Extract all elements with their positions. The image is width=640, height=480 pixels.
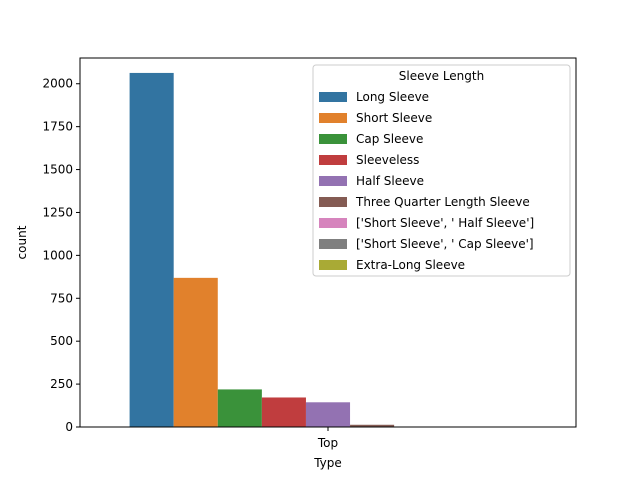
- legend-label: Three Quarter Length Sleeve: [355, 195, 530, 209]
- legend-swatch: [319, 113, 347, 123]
- legend-swatch: [319, 155, 347, 165]
- legend-title: Sleeve Length: [399, 69, 484, 83]
- legend-box: [312, 64, 571, 277]
- legend-label: Cap Sleeve: [356, 132, 423, 146]
- bar-1: [173, 277, 218, 427]
- y-tick-label: 500: [50, 334, 73, 348]
- legend-swatch: [319, 176, 347, 186]
- bar-4: [305, 402, 351, 427]
- bar-2: [217, 389, 262, 427]
- bars-group: [129, 72, 527, 427]
- legend-swatch: [319, 239, 347, 249]
- y-tick-label: 0: [65, 420, 73, 434]
- legend-label: Extra-Long Sleeve: [356, 258, 465, 272]
- y-tick-label: 750: [50, 291, 73, 305]
- y-tick-label: 1000: [42, 248, 73, 262]
- legend-label: Half Sleeve: [356, 174, 424, 188]
- y-tick-label: 1750: [42, 120, 73, 134]
- bar-3: [261, 397, 306, 427]
- legend: Sleeve Length Long Sleeve Short Sleeve Cap…: [312, 64, 571, 277]
- legend-swatch: [319, 134, 347, 144]
- y-axis-label: count: [15, 225, 29, 259]
- bar-0: [129, 72, 174, 427]
- y-axis-ticks: 0 250 500 750 1000 1250 1500 1750 2000: [42, 77, 80, 434]
- y-tick-label: 1250: [42, 205, 73, 219]
- legend-swatch: [319, 218, 347, 228]
- y-tick-label: 2000: [42, 77, 73, 91]
- legend-label: Sleeveless: [356, 153, 419, 167]
- legend-swatch: [319, 92, 347, 102]
- legend-label: Short Sleeve: [356, 111, 432, 125]
- legend-items: Long Sleeve Short Sleeve Cap Sleeve Sleevel…: [319, 90, 534, 272]
- y-tick-label: 250: [50, 377, 73, 391]
- legend-label: ['Short Sleeve', ' Half Sleeve']: [356, 216, 534, 230]
- bar-5: [350, 424, 395, 427]
- x-axis-ticks: Top: [317, 427, 338, 450]
- legend-label: ['Short Sleeve', ' Cap Sleeve']: [356, 237, 534, 251]
- y-tick-label: 1500: [42, 163, 73, 177]
- x-tick-label: Top: [317, 436, 338, 450]
- legend-swatch: [319, 197, 347, 207]
- legend-label: Long Sleeve: [356, 90, 429, 104]
- legend-swatch: [319, 260, 347, 270]
- x-axis-label: Type: [313, 456, 342, 470]
